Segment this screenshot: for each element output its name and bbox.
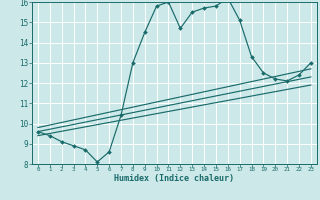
X-axis label: Humidex (Indice chaleur): Humidex (Indice chaleur) <box>115 174 234 183</box>
